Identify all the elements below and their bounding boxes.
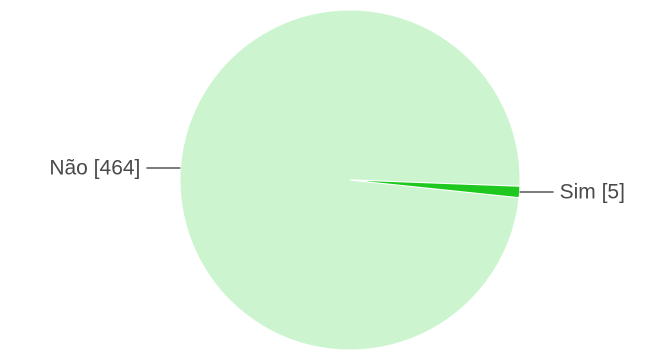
slice-label-sim: Sim [5] [560, 181, 625, 204]
leader-lines [146, 167, 554, 193]
slice-labels: Não [464] Sim [5] [49, 157, 625, 204]
pie-slice-sim [349, 179, 521, 199]
slice-label-nao: Não [464] [49, 157, 140, 180]
pie-slices [179, 9, 521, 351]
